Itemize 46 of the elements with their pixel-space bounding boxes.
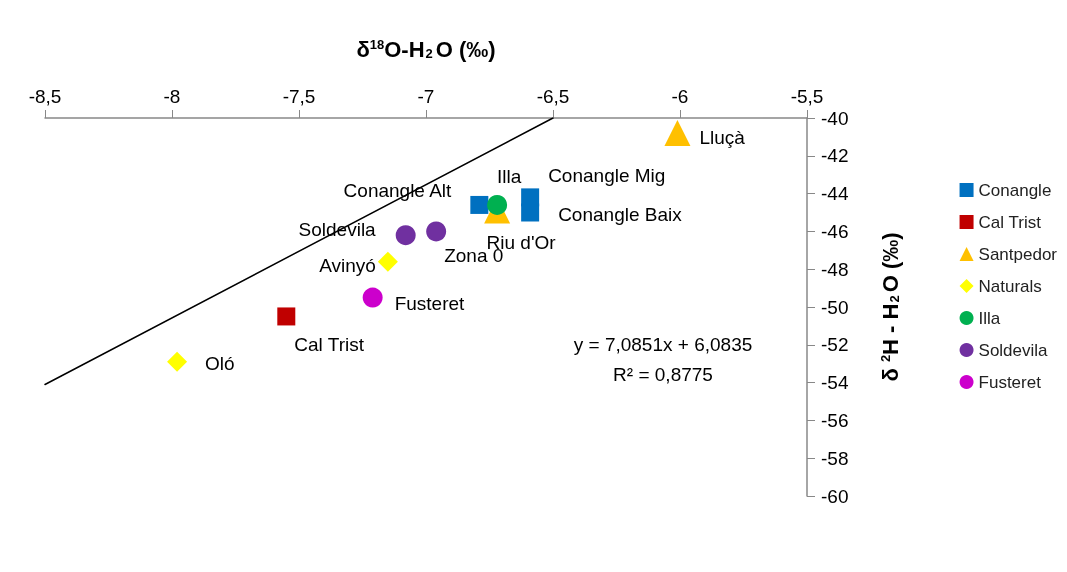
annotation: Fusteret	[394, 293, 466, 315]
x-tick-label: -8,5	[28, 86, 62, 107]
legend-label: Soldevila	[978, 340, 1049, 360]
x-tick-label: -6	[671, 86, 689, 107]
point	[277, 307, 296, 326]
point	[521, 203, 540, 222]
y-tick-label: -58	[821, 447, 849, 469]
annotation: Conangle Baix	[558, 204, 683, 225]
y-tick-label: -40	[821, 107, 849, 129]
annotation: Conangle Mig	[548, 164, 666, 186]
annotation: R² = 0,8775	[613, 363, 713, 385]
annotation: Oló	[205, 353, 235, 375]
x-tick-label: -6,5	[536, 86, 570, 107]
legend-label: Santpedor	[978, 244, 1058, 264]
x-tick-label: -8	[163, 86, 181, 107]
point	[167, 351, 188, 372]
y-tick-label: -42	[821, 145, 849, 167]
point	[362, 287, 383, 308]
point	[395, 225, 416, 246]
annotation: Avinyó	[319, 255, 376, 277]
annotation: Lluçà	[699, 126, 746, 148]
point	[470, 195, 489, 214]
legend-label: Conangle	[978, 180, 1052, 200]
point	[377, 251, 398, 272]
legend-label: Cal Trist	[978, 212, 1042, 232]
y-tick-label: -60	[821, 485, 849, 507]
annotation: Illa	[496, 166, 522, 188]
legend-label: Illa	[978, 308, 1001, 328]
x-tick-label: -7,5	[282, 86, 316, 107]
legend-label: Fusteret	[978, 372, 1042, 392]
y-tick-label: -46	[821, 220, 849, 242]
x-tick-label: -5,5	[790, 86, 824, 107]
y-tick-label: -52	[821, 334, 849, 356]
y-tick-label: -48	[821, 258, 849, 280]
y-axis-title: δ 2H - H2O (‰)	[877, 232, 903, 382]
y-tick-label: -54	[821, 372, 849, 394]
point	[664, 120, 691, 147]
x-tick-label: -7	[417, 86, 435, 107]
annotation: Cal Trist	[294, 333, 365, 355]
legend-label: Naturals	[978, 276, 1042, 296]
point	[487, 194, 508, 215]
y-tick-label: -50	[821, 296, 849, 318]
y-tick-label: -56	[821, 409, 849, 431]
annotation: y = 7,0851x + 6,0835	[573, 333, 753, 355]
point	[426, 221, 447, 242]
y-tick-label: -44	[821, 183, 849, 205]
